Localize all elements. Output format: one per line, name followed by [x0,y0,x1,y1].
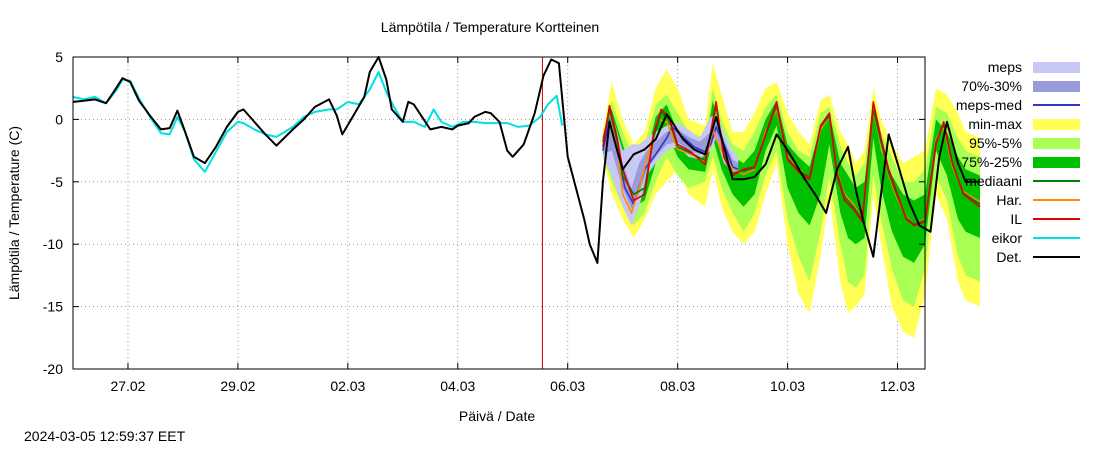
legend-label: mediaani [965,173,1022,189]
legend-label: Det. [996,249,1022,265]
y-axis-label: Lämpötila / Temperature (C) [6,126,22,300]
legend: meps 70%-30% meps-med min-max 95%-5% 75%-25% m… [956,59,1080,265]
legend-label: min-max [968,116,1022,132]
chart-title: Lämpötila / Temperature Kortteinen [381,19,599,35]
legend-label: meps-med [956,97,1022,113]
plot-area: 5 0 -5 -10 -15 -20 27.02 29.02 02.03 04.03 06.03 08… [43,49,981,394]
x-tick-label: 10.03 [770,378,805,394]
y-tick-label: -10 [43,236,63,252]
y-tick-label: -5 [51,174,64,190]
legend-label: IL [1010,211,1022,227]
x-tick-label: 08.03 [660,378,695,394]
legend-swatch [1033,62,1080,73]
x-tick-label: 12.03 [880,378,915,394]
x-tick-label: 02.03 [330,378,365,394]
series-line-det- [72,56,980,264]
legend-swatch [1033,157,1080,168]
y-tick-label: -15 [43,299,63,315]
series-line-il [602,101,981,227]
legend-label: 75%-25% [961,154,1022,170]
band-75-25- [602,100,980,263]
legend-label: 95%-5% [969,135,1022,151]
legend-swatch [1033,119,1080,130]
legend-label: meps [988,59,1022,75]
legend-swatch [1033,138,1080,149]
y-tick-label: 0 [55,111,63,127]
legend-swatch [1033,81,1080,92]
band-70-30- [602,121,739,210]
x-tick-label: 29.02 [220,378,255,394]
legend-label: eikor [992,230,1023,246]
x-tick-label: 04.03 [440,378,475,394]
x-tick-label: 27.02 [110,378,145,394]
legend-label: Har. [996,192,1022,208]
x-axis-label: Päivä / Date [459,408,535,424]
x-tick-label: 06.03 [550,378,585,394]
legend-label: 70%-30% [961,78,1022,94]
plot-frame [72,56,926,370]
y-tick-label: -20 [43,361,63,377]
footer-timestamp: 2024-03-05 12:59:37 EET [24,428,186,444]
series-line-eikor [72,71,564,173]
y-tick-label: 5 [55,49,63,65]
